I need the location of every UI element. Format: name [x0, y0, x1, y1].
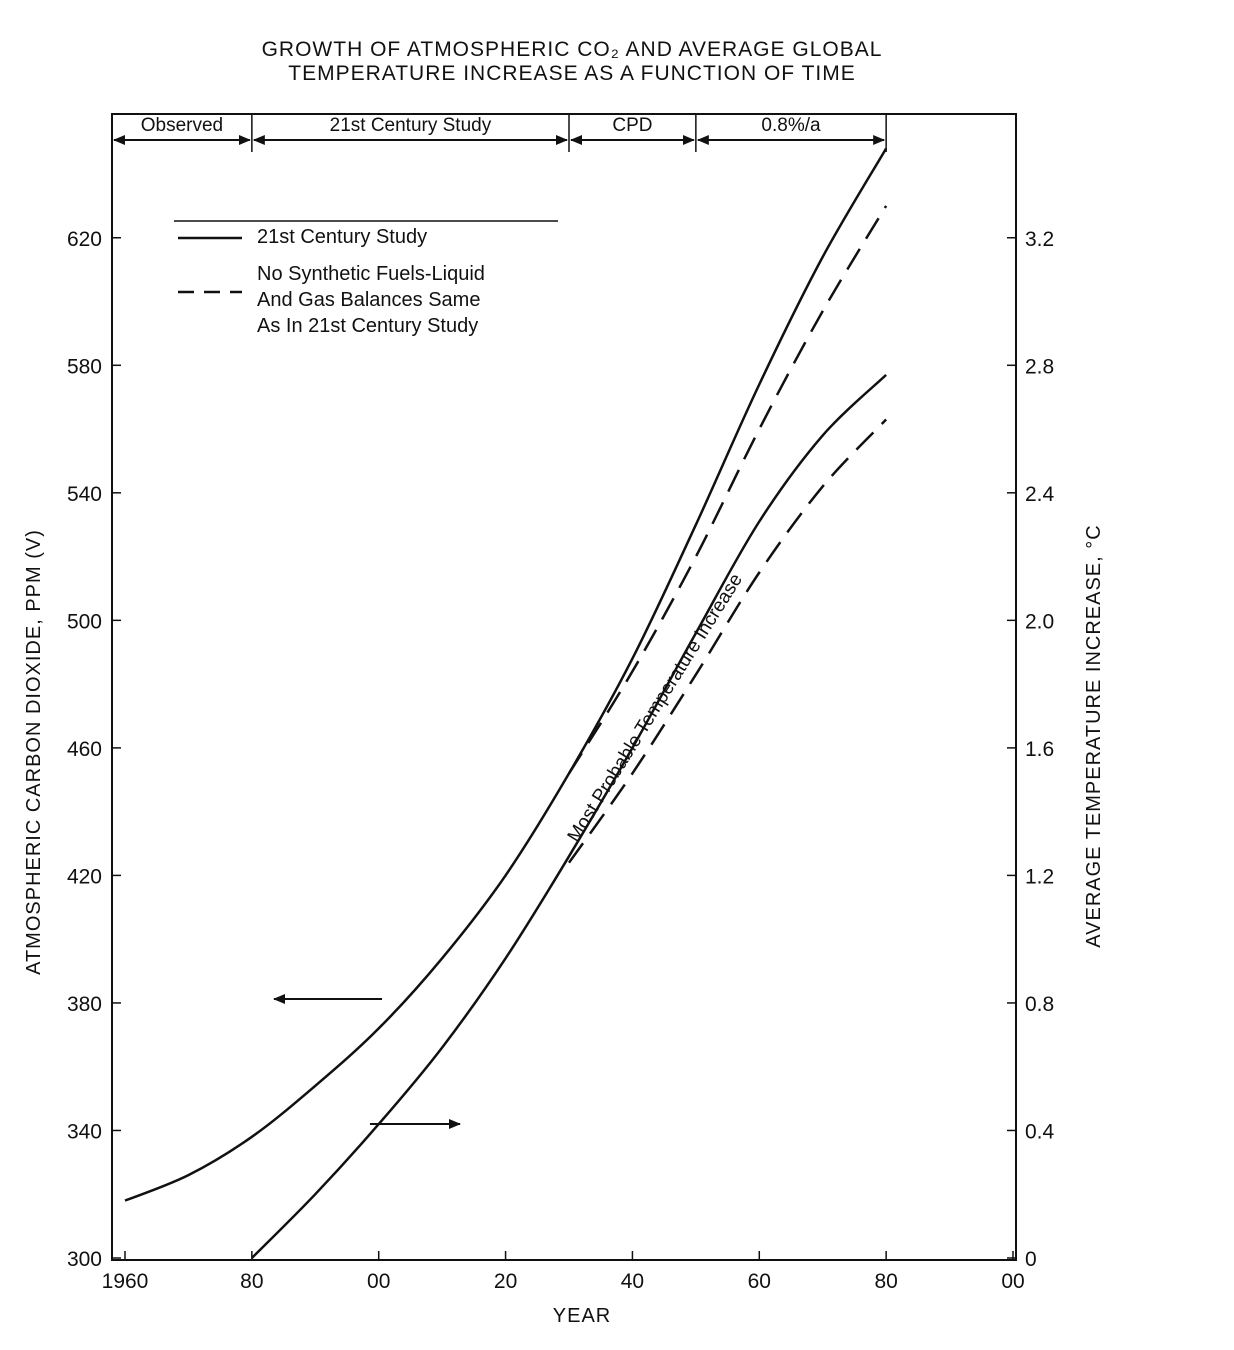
- co2-dashed-curve: [567, 205, 888, 775]
- x-tick-label: 80: [240, 1270, 263, 1293]
- series-layer: [124, 147, 888, 1259]
- x-axis-label: YEAR: [553, 1305, 611, 1327]
- temperature-solid-curve: [251, 373, 887, 1259]
- phase-bar: Observed 21st Century Study CPD 0.8%/a: [111, 114, 887, 152]
- phase-label: 21st Century Study: [330, 115, 492, 136]
- x-tick-label: 40: [621, 1270, 644, 1293]
- legend-label-dashed-line-1: No Synthetic Fuels-Liquid: [257, 263, 485, 285]
- temperature-dashed-curve: [567, 418, 888, 864]
- right-tick-label: 3.2: [1025, 228, 1054, 251]
- left-tick-label: 620: [67, 228, 102, 251]
- right-tick-label: 0.4: [1025, 1120, 1055, 1143]
- x-axis-ticks: 1960 80 00 20 40 60 80 00: [102, 1251, 1025, 1293]
- legend-label-solid: 21st Century Study: [257, 226, 427, 248]
- right-tick-label: 0.8: [1025, 993, 1054, 1016]
- phase-label: Observed: [141, 115, 223, 136]
- phase-label: CPD: [612, 115, 652, 136]
- plot-frame: [111, 113, 1017, 1261]
- chart-title-line-2: TEMPERATURE INCREASE AS A FUNCTION OF TI…: [288, 62, 855, 85]
- right-tick-label: 2.8: [1025, 355, 1054, 378]
- right-tick-label: 1.2: [1025, 865, 1054, 888]
- x-tick-label: 20: [494, 1270, 517, 1293]
- legend-label-dashed-line-3: As In 21st Century Study: [257, 315, 478, 337]
- left-axis-label: ATMOSPHERIC CARBON DIOXIDE, PPM (V): [23, 529, 45, 975]
- right-tick-label: 2.4: [1025, 483, 1055, 506]
- left-tick-label: 540: [67, 483, 102, 506]
- x-tick-label: 00: [1001, 1270, 1024, 1293]
- x-tick-label: 1960: [102, 1270, 149, 1293]
- right-axis-label: AVERAGE TEMPERATURE INCREASE, °C: [1083, 524, 1105, 947]
- left-tick-label: 300: [67, 1248, 102, 1271]
- chart-title-line-1: GROWTH OF ATMOSPHERIC CO₂ AND AVERAGE GL…: [262, 38, 883, 61]
- co2-solid-curve: [124, 147, 888, 1202]
- left-tick-label: 500: [67, 610, 102, 633]
- left-tick-label: 580: [67, 355, 102, 378]
- right-tick-label: 2.0: [1025, 610, 1054, 633]
- left-tick-label: 460: [67, 738, 102, 761]
- right-tick-label: 0: [1025, 1248, 1037, 1271]
- phase-label: 0.8%/a: [761, 115, 821, 136]
- legend-label-dashed-line-2: And Gas Balances Same: [257, 289, 480, 311]
- x-tick-label: 80: [874, 1270, 897, 1293]
- left-tick-label: 380: [67, 993, 102, 1016]
- left-tick-label: 420: [67, 865, 102, 888]
- x-tick-label: 00: [367, 1270, 390, 1293]
- legend: 21st Century Study No Synthetic Fuels-Li…: [174, 220, 558, 337]
- x-tick-label: 60: [748, 1270, 771, 1293]
- right-axis-ticks: 0 0.4 0.8 1.2 1.6 2.0 2.4 2.8 3.2: [1007, 228, 1055, 1271]
- left-axis-ticks: 300 340 380 420 460 500 540 580 620: [67, 228, 121, 1271]
- left-tick-label: 340: [67, 1120, 102, 1143]
- right-tick-label: 1.6: [1025, 738, 1054, 761]
